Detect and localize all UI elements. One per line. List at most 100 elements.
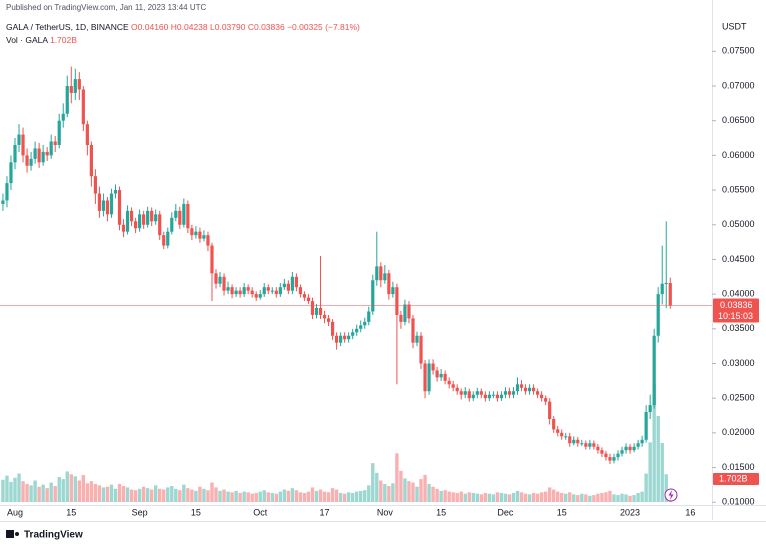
candle-body	[294, 276, 298, 288]
volume-bar	[632, 495, 636, 502]
volume-bar	[210, 482, 214, 502]
volume-bar	[359, 490, 363, 502]
candle-body	[77, 79, 81, 90]
candle-body	[423, 363, 427, 392]
candle-body	[230, 287, 234, 295]
volume-bar	[158, 488, 162, 502]
candle-body	[81, 89, 85, 125]
candle-body	[266, 287, 270, 291]
candle-body	[186, 203, 190, 229]
candle-body	[592, 443, 596, 447]
volume-bar	[338, 492, 343, 502]
candle-body	[556, 429, 560, 433]
volume-bar	[355, 491, 359, 502]
candle-body	[604, 453, 608, 458]
volume-bar	[85, 483, 90, 502]
volume-bar	[439, 490, 443, 502]
candle-body	[624, 446, 628, 451]
countdown: 10:15:03	[718, 311, 753, 321]
candle-layer	[1, 66, 672, 465]
candle-body	[49, 141, 53, 156]
candle-body	[222, 276, 226, 291]
candle-body	[234, 290, 238, 295]
candle-body	[314, 307, 319, 315]
volume-bar	[640, 491, 644, 502]
candle-body	[475, 391, 479, 395]
volume-bar	[395, 453, 399, 502]
candle-body	[511, 391, 516, 395]
volume-bar	[612, 494, 616, 502]
volume-bar	[306, 491, 311, 502]
volume-bar	[620, 493, 624, 502]
volume-bar	[346, 492, 351, 502]
volume-bar	[254, 492, 258, 502]
x-tick-label: 17	[320, 507, 330, 517]
candle-body	[270, 290, 274, 292]
volume-bar	[166, 487, 170, 502]
candle-body	[121, 224, 126, 232]
volume-bar	[495, 492, 500, 502]
volume-bar	[174, 488, 178, 502]
volume-bar	[455, 492, 459, 502]
volume-bar	[65, 471, 69, 502]
volume-bar	[133, 490, 138, 502]
volume-bar	[97, 485, 102, 502]
volume-bar	[326, 492, 331, 502]
volume-bar	[608, 490, 612, 502]
volume-bar	[57, 477, 61, 502]
candle-body	[644, 412, 648, 440]
volume-bar	[350, 492, 355, 502]
volume-bar	[226, 491, 230, 502]
brand-logo	[6, 530, 19, 538]
volume-bar	[77, 480, 82, 502]
volume-bar	[69, 474, 73, 502]
candle-body	[5, 183, 9, 201]
last-price-tag	[713, 298, 759, 323]
candle-body	[190, 228, 194, 236]
candle-body	[41, 151, 45, 163]
last-price-label: 0.03836	[720, 300, 753, 310]
volume-bar	[543, 491, 548, 502]
candle-body	[306, 297, 311, 302]
volume-bar	[149, 489, 154, 502]
volume-bar	[479, 494, 484, 502]
candle-body	[250, 290, 254, 295]
volume-bar	[53, 486, 57, 502]
candle-body	[53, 141, 57, 145]
volume-bar	[218, 490, 222, 502]
candle-body	[620, 450, 624, 454]
candle-body	[142, 214, 146, 225]
candle-body	[274, 290, 278, 295]
volume-bar	[121, 486, 126, 502]
volume-bar	[242, 491, 246, 502]
volume-bar	[576, 495, 580, 502]
volume-bar	[270, 492, 274, 502]
volume-bar	[371, 463, 375, 502]
candle-body	[57, 120, 61, 145]
candle-body	[310, 301, 315, 315]
volume-bar	[499, 492, 504, 502]
candle-body	[246, 287, 250, 291]
candle-body	[13, 144, 17, 163]
candle-body	[134, 221, 138, 229]
volume-bar	[551, 489, 556, 502]
high-value: H0.04238	[170, 22, 208, 32]
y-tick-label: 0.01500	[722, 462, 755, 472]
candle-body	[174, 210, 178, 218]
candle-body	[17, 134, 21, 145]
volume-bar	[258, 491, 262, 502]
candle-body	[21, 134, 25, 156]
candle-body	[515, 384, 520, 392]
volume-bar	[202, 488, 206, 502]
y-tick-label: 0.02500	[722, 393, 755, 403]
low-value: L0.03790	[210, 22, 246, 32]
candle-body	[326, 318, 331, 322]
candle-body	[379, 266, 383, 281]
x-tick-label: 16	[685, 507, 695, 517]
volume-bar	[182, 484, 186, 502]
y-tick-label: 0.05500	[722, 184, 755, 194]
volume-bar	[105, 486, 110, 502]
candle-body	[125, 210, 130, 232]
